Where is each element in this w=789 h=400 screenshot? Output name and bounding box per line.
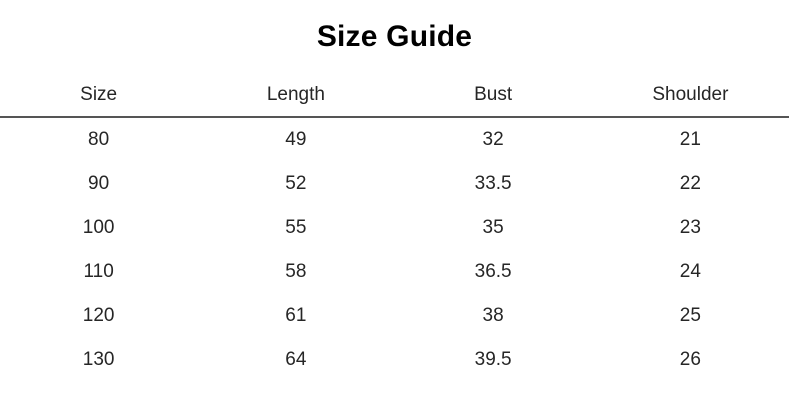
page-title: Size Guide bbox=[316, 20, 473, 53]
cell-bust: 35 bbox=[482, 217, 504, 238]
cell-length: 52 bbox=[285, 173, 307, 194]
cell-bust: 36.5 bbox=[474, 261, 512, 282]
cell-length: 61 bbox=[285, 305, 307, 326]
cell-length: 58 bbox=[285, 261, 307, 282]
cell-size: 120 bbox=[82, 305, 115, 326]
table-row: 130 64 39.5 26 bbox=[0, 338, 789, 382]
cell-shoulder: 21 bbox=[679, 129, 701, 150]
cell-bust: 32 bbox=[482, 129, 504, 150]
cell-length: 55 bbox=[285, 217, 307, 238]
cell-size: 110 bbox=[83, 261, 114, 282]
cell-bust: 33.5 bbox=[474, 173, 512, 194]
cell-size: 80 bbox=[88, 129, 110, 150]
header-row: Size Length Bust Shoulder bbox=[0, 74, 789, 118]
cell-bust: 38 bbox=[482, 305, 504, 326]
table-row: 80 49 32 21 bbox=[0, 117, 789, 162]
cell-size: 100 bbox=[82, 217, 115, 238]
table-row: 90 52 33.5 22 bbox=[0, 162, 789, 206]
cell-shoulder: 24 bbox=[679, 261, 701, 282]
column-header-shoulder: Shoulder bbox=[591, 74, 789, 118]
column-header-size: Size bbox=[0, 74, 198, 118]
size-guide-table: Size Length Bust Shoulder 80 49 32 21 90… bbox=[0, 74, 789, 382]
column-header-bust: Bust bbox=[394, 74, 592, 118]
cell-length: 49 bbox=[285, 129, 307, 150]
cell-shoulder: 26 bbox=[679, 349, 701, 370]
table-body: 80 49 32 21 90 52 33.5 22 100 55 35 23 1… bbox=[0, 117, 789, 382]
table-row: 100 55 35 23 bbox=[0, 206, 789, 250]
table-header: Size Length Bust Shoulder bbox=[0, 74, 789, 118]
cell-size: 130 bbox=[82, 349, 115, 370]
cell-shoulder: 22 bbox=[679, 173, 701, 194]
column-header-length: Length bbox=[197, 74, 395, 118]
cell-size: 90 bbox=[88, 173, 110, 194]
table-row: 120 61 38 25 bbox=[0, 294, 789, 338]
cell-bust: 39.5 bbox=[474, 349, 512, 370]
cell-shoulder: 23 bbox=[679, 217, 701, 238]
page-title-wrap: Size Guide bbox=[0, 0, 789, 74]
cell-length: 64 bbox=[285, 349, 307, 370]
cell-shoulder: 25 bbox=[679, 305, 701, 326]
table-row: 110 58 36.5 24 bbox=[0, 250, 789, 294]
